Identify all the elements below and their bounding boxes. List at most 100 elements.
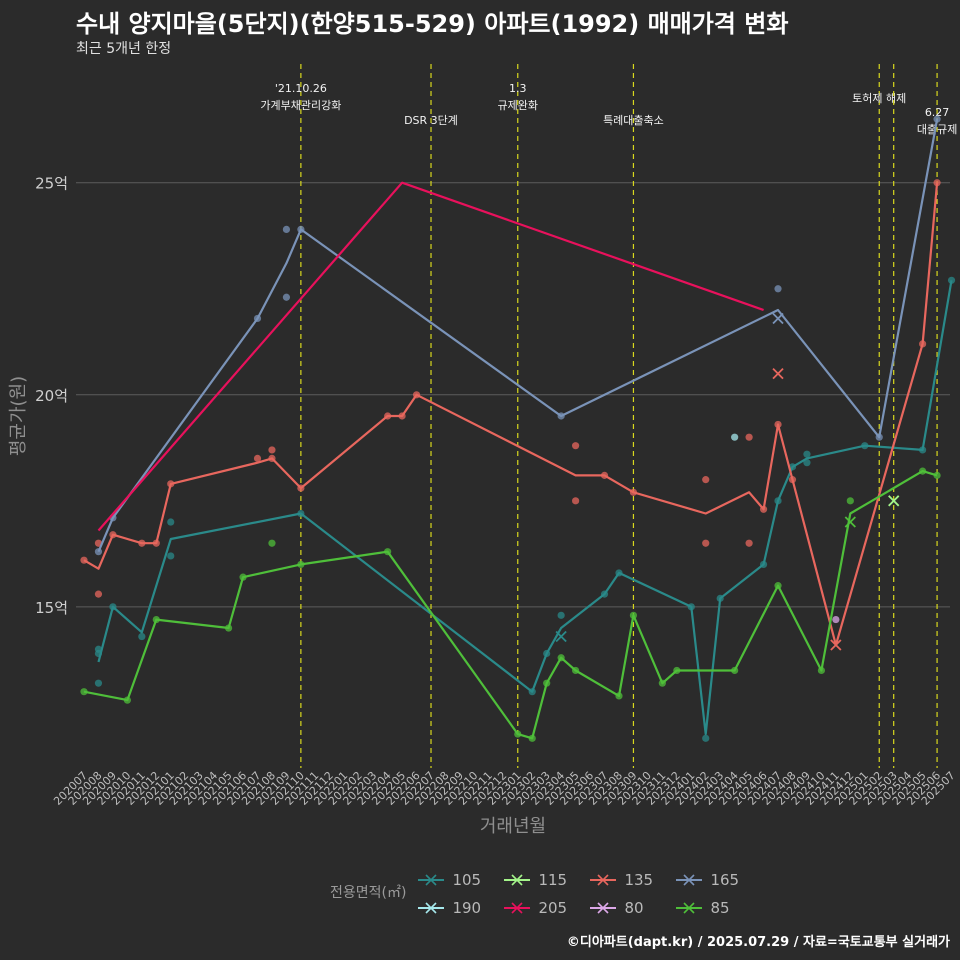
data-point-190	[731, 433, 739, 441]
cross-stroke	[830, 639, 842, 651]
legend-label: 135	[624, 871, 654, 889]
legend-label: 85	[710, 899, 730, 917]
data-point-135	[702, 476, 710, 484]
data-point-135	[268, 454, 276, 463]
chart-subtitle: 최근 5개년 한정	[76, 41, 172, 57]
legend-grid: 105 115 135 165 190 205 80 85	[416, 866, 760, 922]
cross-stroke	[772, 367, 784, 380]
plot-area	[76, 64, 950, 768]
data-point-105	[94, 679, 103, 687]
legend-label: 205	[538, 899, 568, 917]
data-point-165	[774, 285, 782, 293]
cross-stroke	[888, 495, 900, 507]
data-point-85	[297, 560, 305, 569]
data-point-105	[687, 603, 695, 611]
data-point-85	[919, 467, 927, 475]
event-label: 가계부채관리강화	[260, 99, 341, 112]
data-point-85	[514, 730, 522, 738]
data-point-85	[224, 624, 233, 632]
data-point-135	[919, 340, 927, 348]
data-point-135	[398, 412, 406, 420]
data-point-135	[80, 556, 88, 564]
legend-key-icon	[504, 902, 531, 914]
legend-key-icon	[590, 902, 617, 914]
data-point-165	[933, 115, 941, 123]
data-point-105	[297, 509, 305, 518]
data-point-105	[803, 459, 811, 467]
cross-marker-135	[772, 367, 784, 380]
data-point-105	[167, 552, 175, 560]
data-point-85	[658, 679, 666, 687]
data-point-135	[629, 488, 638, 496]
legend-key-icon	[418, 902, 445, 914]
data-point-105	[543, 649, 551, 658]
data-point-105	[138, 632, 146, 641]
legend-item-80: 80	[588, 894, 674, 922]
data-point-105	[759, 560, 768, 569]
event-label: 토허제 해제	[852, 91, 906, 105]
data-point-85	[615, 692, 623, 700]
data-point-85	[80, 688, 88, 696]
event-label: 6.27	[925, 106, 950, 119]
series-line-205	[97, 181, 764, 532]
cross-marker-165	[772, 312, 784, 325]
data-point-135	[384, 412, 392, 420]
chart-title: 수내 양지마을(5단지)(한양515-529) 아파트(1992) 매매가격 변…	[76, 10, 789, 38]
data-point-105	[167, 518, 175, 526]
legend-item-205: 205	[502, 894, 588, 922]
event-label: 1.3	[509, 82, 527, 95]
legend-title: 전용면적(㎡)	[330, 885, 407, 901]
x-axis-title: 거래년월	[480, 816, 546, 837]
data-point-85	[123, 696, 131, 704]
legend-item-105: 105	[416, 866, 502, 894]
data-point-105	[615, 569, 623, 577]
legend-item-135: 135	[588, 866, 674, 894]
legend-item-85: 85	[674, 894, 760, 922]
data-point-85	[268, 539, 276, 547]
data-point-85	[731, 666, 739, 675]
data-point-135	[759, 505, 768, 513]
data-point-105	[528, 688, 536, 696]
data-point-135	[933, 179, 941, 187]
series-line-85	[83, 470, 938, 740]
data-point-135	[297, 484, 305, 492]
data-point-105	[557, 611, 565, 619]
data-point-165	[297, 225, 305, 233]
data-point-85	[817, 666, 826, 675]
data-point-85	[846, 497, 854, 505]
data-point-105	[774, 497, 782, 505]
data-point-135	[774, 420, 782, 429]
legend-item-165: 165	[674, 866, 760, 894]
cross-stroke	[844, 516, 856, 528]
data-point-85	[384, 548, 392, 556]
data-point-85	[239, 573, 247, 581]
data-point-85	[528, 734, 536, 742]
y-axis-title: 평균가(원)	[8, 376, 29, 456]
data-point-135	[253, 454, 262, 463]
legend-label: 190	[452, 899, 482, 917]
data-point-85	[629, 611, 638, 619]
data-point-80	[832, 615, 840, 624]
data-point-85	[774, 582, 782, 590]
legend: 전용면적(㎡) 105 115 135 165 190 205 80 85	[330, 866, 760, 922]
data-point-135	[109, 531, 117, 539]
source-caption: ©디아파트(dapt.kr) / 2025.07.29 / 자료=국토교통부 실…	[566, 935, 950, 950]
event-label: '21.10.26	[275, 82, 327, 95]
data-point-105	[702, 734, 710, 742]
data-point-135	[745, 433, 753, 441]
event-label: 규제완화	[498, 99, 538, 112]
data-point-105	[600, 590, 609, 598]
data-point-135	[788, 476, 797, 484]
legend-key-icon	[676, 902, 703, 914]
y-tick-label: 15억	[35, 599, 68, 617]
y-tick-label: 25억	[35, 175, 68, 193]
legend-label: 80	[624, 899, 644, 917]
data-point-105	[861, 442, 869, 450]
event-label: 대출규제	[917, 123, 957, 136]
data-point-135	[412, 391, 421, 399]
data-point-105	[716, 594, 724, 602]
legend-key-icon	[676, 874, 703, 886]
legend-label: 165	[710, 871, 740, 889]
data-point-135	[572, 442, 580, 450]
